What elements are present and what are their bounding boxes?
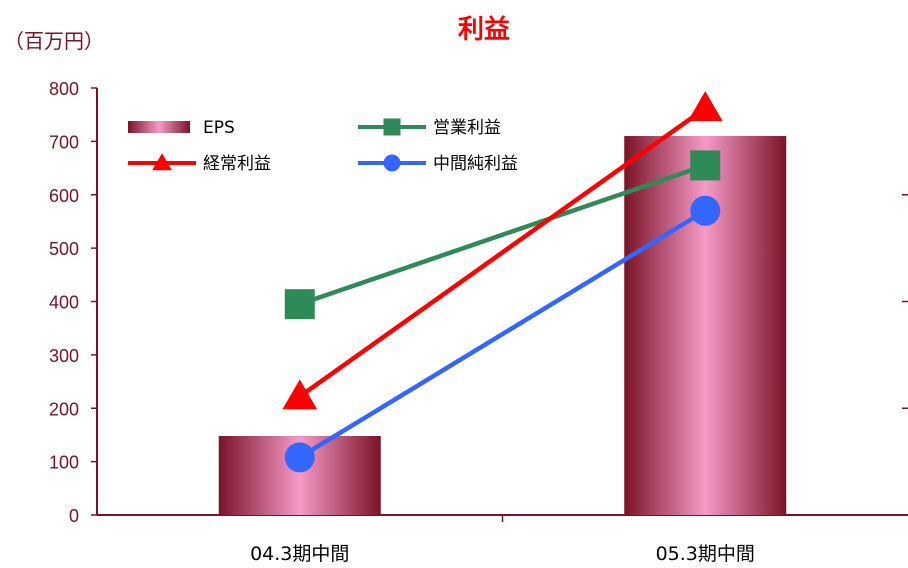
series-marker bbox=[284, 289, 315, 320]
unit-label: （百万円） bbox=[4, 29, 104, 53]
y-tick-label: 600 bbox=[49, 186, 79, 206]
series-marker bbox=[282, 379, 318, 410]
y-tick-label: 300 bbox=[49, 346, 79, 366]
legend-label: EPS bbox=[203, 118, 235, 138]
legend-label: 中間純利益 bbox=[433, 154, 518, 174]
x-tick-label: 05.3期中間 bbox=[656, 543, 755, 565]
legend-marker bbox=[383, 154, 401, 172]
x-tick-label: 04.3期中間 bbox=[250, 543, 349, 565]
y-tick-label: 400 bbox=[49, 293, 79, 313]
series-marker bbox=[690, 195, 721, 226]
y-tick-label: 500 bbox=[49, 239, 79, 259]
series-marker bbox=[284, 442, 315, 473]
legend-label: 経常利益 bbox=[203, 154, 271, 174]
y-tick-label: 100 bbox=[49, 453, 79, 473]
series-marker bbox=[690, 150, 721, 181]
series-line bbox=[298, 208, 707, 460]
series-line bbox=[298, 106, 707, 399]
plot-area: 0 100 200 300 400 500 600 700 800 04.3期中間 05.3期中間 E… bbox=[49, 79, 908, 565]
series-marker bbox=[687, 91, 723, 122]
series-line bbox=[299, 163, 706, 307]
legend-marker bbox=[383, 118, 401, 136]
chart-title: 利益 bbox=[458, 15, 510, 45]
y-tick-label: 800 bbox=[49, 79, 79, 99]
y-tick-label: 700 bbox=[49, 132, 79, 152]
eps-bar bbox=[624, 136, 787, 515]
legend-label: 営業利益 bbox=[433, 118, 501, 138]
legend-marker bbox=[152, 153, 172, 171]
y-tick-label: 0 bbox=[69, 506, 79, 526]
y-tick-label: 200 bbox=[49, 399, 79, 419]
legend-swatch-eps bbox=[128, 121, 190, 133]
